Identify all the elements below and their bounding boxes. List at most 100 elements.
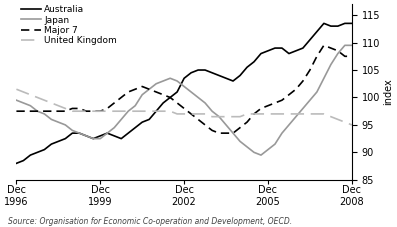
Major 7: [322, 44, 326, 47]
Japan: [98, 137, 103, 140]
Australia: [133, 126, 138, 129]
Australia: [252, 60, 256, 63]
United Kingdom: [42, 99, 47, 101]
United Kingdom: [91, 110, 96, 113]
United Kingdom: [84, 110, 89, 113]
United Kingdom: [245, 113, 249, 115]
Australia: [14, 162, 19, 165]
Australia: [266, 49, 270, 52]
Australia: [322, 22, 326, 25]
Japan: [161, 80, 166, 82]
United Kingdom: [231, 115, 235, 118]
Japan: [126, 110, 131, 113]
United Kingdom: [266, 113, 270, 115]
Major 7: [154, 91, 158, 93]
Major 7: [266, 104, 270, 107]
Major 7: [314, 55, 319, 58]
Japan: [322, 77, 326, 80]
Major 7: [21, 110, 26, 113]
United Kingdom: [335, 118, 340, 121]
Australia: [231, 80, 235, 82]
Japan: [314, 91, 319, 93]
Major 7: [91, 110, 96, 113]
Australia: [343, 22, 347, 25]
Japan: [301, 107, 305, 110]
Y-axis label: index: index: [383, 79, 393, 105]
United Kingdom: [252, 113, 256, 115]
Japan: [189, 91, 193, 93]
Major 7: [203, 123, 208, 126]
Australia: [168, 96, 173, 99]
Australia: [273, 47, 278, 49]
Australia: [335, 25, 340, 27]
Major 7: [217, 132, 222, 135]
Japan: [328, 63, 333, 66]
Line: United Kingdom: United Kingdom: [16, 89, 352, 125]
Major 7: [147, 88, 152, 91]
Japan: [119, 118, 123, 121]
Australia: [42, 148, 47, 151]
Australia: [203, 69, 208, 71]
Major 7: [175, 102, 179, 104]
Australia: [119, 137, 123, 140]
Japan: [42, 113, 47, 115]
Major 7: [112, 102, 117, 104]
United Kingdom: [70, 110, 75, 113]
Australia: [77, 132, 82, 135]
Major 7: [308, 69, 312, 71]
Japan: [343, 44, 347, 47]
Major 7: [56, 110, 61, 113]
Australia: [258, 52, 263, 55]
Japan: [266, 148, 270, 151]
Major 7: [98, 110, 103, 113]
Major 7: [14, 110, 19, 113]
Japan: [21, 102, 26, 104]
United Kingdom: [140, 110, 145, 113]
Japan: [308, 99, 312, 101]
United Kingdom: [314, 113, 319, 115]
Japan: [63, 123, 68, 126]
United Kingdom: [238, 115, 243, 118]
Japan: [238, 140, 243, 143]
Japan: [77, 132, 82, 135]
Australia: [63, 137, 68, 140]
Major 7: [293, 88, 298, 91]
Australia: [21, 159, 26, 162]
Japan: [349, 44, 354, 47]
Major 7: [140, 85, 145, 88]
United Kingdom: [328, 115, 333, 118]
United Kingdom: [133, 110, 138, 113]
United Kingdom: [49, 102, 54, 104]
Australia: [56, 140, 61, 143]
Japan: [210, 110, 214, 113]
United Kingdom: [273, 113, 278, 115]
United Kingdom: [293, 113, 298, 115]
Japan: [231, 132, 235, 135]
Major 7: [105, 107, 110, 110]
Japan: [203, 102, 208, 104]
United Kingdom: [28, 93, 33, 96]
Major 7: [252, 113, 256, 115]
United Kingdom: [147, 110, 152, 113]
Australia: [175, 91, 179, 93]
Australia: [349, 22, 354, 25]
Major 7: [210, 129, 214, 132]
Australia: [91, 137, 96, 140]
United Kingdom: [14, 88, 19, 91]
Japan: [287, 123, 291, 126]
United Kingdom: [161, 110, 166, 113]
Major 7: [196, 118, 200, 121]
Major 7: [245, 121, 249, 123]
Australia: [84, 135, 89, 137]
Major 7: [161, 93, 166, 96]
Line: Australia: Australia: [16, 23, 352, 163]
Major 7: [301, 80, 305, 82]
Australia: [196, 69, 200, 71]
Major 7: [28, 110, 33, 113]
Major 7: [182, 107, 187, 110]
Major 7: [328, 47, 333, 49]
Australia: [308, 39, 312, 41]
Australia: [112, 135, 117, 137]
Australia: [245, 66, 249, 69]
Japan: [175, 80, 179, 82]
